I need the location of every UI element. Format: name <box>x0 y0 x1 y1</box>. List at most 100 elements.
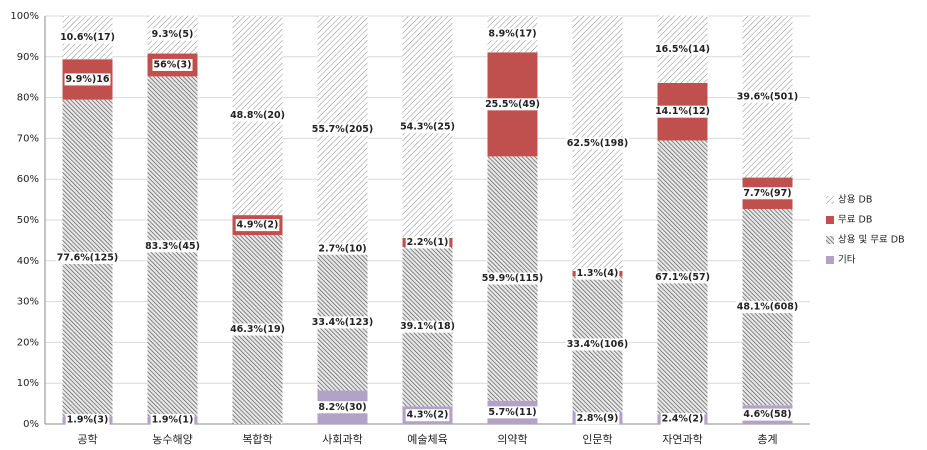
legend-swatch <box>826 216 834 224</box>
value-label-bg <box>565 137 630 150</box>
value-label: 9.3%(5) <box>150 28 195 41</box>
value-label: 48.1%(608) <box>735 301 800 314</box>
value-label: 4.6%(58) <box>742 408 793 421</box>
value-label: 1.3%(4) <box>575 267 620 280</box>
value-label-text: 39.6%(501) <box>737 91 798 102</box>
y-tick-label: 60% <box>17 174 39 185</box>
value-label: 14.1%(12) <box>654 105 711 118</box>
value-label-text: 14.1%(12) <box>655 106 710 117</box>
y-tick-label: 10% <box>17 378 39 389</box>
value-label: 55.7%(205) <box>310 123 375 136</box>
x-tick-label: 농수해양 <box>152 432 192 446</box>
legend-swatch <box>826 236 834 244</box>
value-label-bg <box>654 271 711 284</box>
value-label: 56%(3) <box>152 58 193 71</box>
value-label-text: 77.6%(125) <box>57 252 118 263</box>
value-label-bg <box>310 123 375 136</box>
legend-label: 상용 DB <box>838 195 872 206</box>
value-label: 83.3%(45) <box>144 240 201 253</box>
value-label-bg <box>144 240 201 253</box>
value-label-bg <box>65 414 110 427</box>
value-label: 8.9%(17) <box>487 28 538 41</box>
value-label: 67.1%(57) <box>654 271 711 284</box>
value-label-bg <box>317 401 368 414</box>
y-tick-label: 80% <box>17 93 39 104</box>
value-label-text: 1.3%(4) <box>577 268 619 279</box>
value-label-bg <box>660 413 705 426</box>
value-label-text: 2.8%(9) <box>577 413 619 424</box>
x-tick-label: 사회과학 <box>322 433 362 446</box>
x-tick-label: 의약학 <box>497 432 527 446</box>
legend-label: 기타 <box>838 255 856 266</box>
value-label-text: 2.2%(1) <box>407 237 449 248</box>
value-label-bg <box>575 412 620 425</box>
y-tick-label: 0% <box>23 419 39 430</box>
value-label-bg <box>487 28 538 41</box>
value-label-text: 55.7%(205) <box>312 124 373 135</box>
value-label-text: 67.1%(57) <box>655 272 710 283</box>
value-label-text: 59.9%(115) <box>482 273 543 284</box>
value-label: 48.8%(20) <box>229 109 286 122</box>
value-label: 5.7%(11) <box>487 406 538 419</box>
value-label-text: 56%(3) <box>153 59 191 70</box>
y-tick-label: 90% <box>17 52 39 63</box>
y-tick-label: 100% <box>10 11 39 22</box>
value-label-text: 16.5%(14) <box>655 44 710 55</box>
value-label-text: 4.3%(2) <box>407 410 449 421</box>
value-label-bg <box>654 105 711 118</box>
value-label-text: 33.4%(106) <box>567 339 628 350</box>
value-label-text: 48.8%(20) <box>230 110 285 121</box>
value-label-bg <box>229 109 286 122</box>
value-label-text: 7.7%(97) <box>743 188 791 199</box>
y-tick-label: 20% <box>17 337 39 348</box>
value-label-bg <box>742 408 793 421</box>
value-label: 46.3%(19) <box>229 323 286 336</box>
value-label-text: 46.3%(19) <box>230 324 285 335</box>
value-label-bg <box>59 31 116 44</box>
value-label-text: 2.4%(2) <box>662 414 704 425</box>
value-label-text: 62.5%(198) <box>567 138 628 149</box>
value-label-bg <box>654 43 711 56</box>
value-label-bg <box>735 90 800 103</box>
x-tick-label: 인문학 <box>582 433 612 446</box>
value-label: 4.3%(2) <box>405 409 450 422</box>
value-label-text: 33.4%(123) <box>312 317 373 328</box>
value-label-text: 2.7%(10) <box>318 243 366 254</box>
value-label-bg <box>405 236 450 249</box>
value-label-text: 10.6%(17) <box>60 32 115 43</box>
x-tick-label: 예술체육 <box>407 433 447 446</box>
y-tick-label: 30% <box>17 297 39 308</box>
value-label: 16.5%(14) <box>654 43 711 56</box>
legend-label: 상용 및 무료 DB <box>838 234 905 246</box>
value-label-text: 83.3%(45) <box>145 241 200 252</box>
value-label: 33.4%(106) <box>565 338 630 351</box>
x-tick-label: 공학 <box>77 433 97 446</box>
value-label: 8.2%(30) <box>317 401 368 414</box>
value-label: 77.6%(125) <box>55 251 120 264</box>
value-label-text: 1.9%(3) <box>67 415 109 426</box>
value-label: 39.6%(501) <box>735 90 800 103</box>
value-label: 4.9%(2) <box>235 219 280 232</box>
value-label: 25.5%(49) <box>484 98 541 111</box>
value-label-bg <box>55 251 120 264</box>
x-tick-label: 복합학 <box>242 433 272 446</box>
x-tick-label: 총계 <box>757 433 777 446</box>
value-label-text: 9.9%)16 <box>66 74 110 85</box>
value-label: 39.1%(18) <box>399 320 456 333</box>
value-label: 59.9%(115) <box>480 272 545 285</box>
value-label-bg <box>64 73 111 86</box>
value-label-bg <box>229 323 286 336</box>
legend-swatch <box>826 256 834 264</box>
value-label-bg <box>399 320 456 333</box>
value-label-bg <box>480 272 545 285</box>
value-label-bg <box>152 58 193 71</box>
value-label-bg <box>405 409 450 422</box>
value-label: 2.4%(2) <box>660 413 705 426</box>
value-label: 1.9%(1) <box>150 414 195 427</box>
value-label-text: 25.5%(49) <box>485 99 540 110</box>
value-label: 62.5%(198) <box>565 137 630 150</box>
value-label-text: 4.6%(58) <box>743 409 791 420</box>
value-label-bg <box>487 406 538 419</box>
value-label-bg <box>399 121 456 134</box>
